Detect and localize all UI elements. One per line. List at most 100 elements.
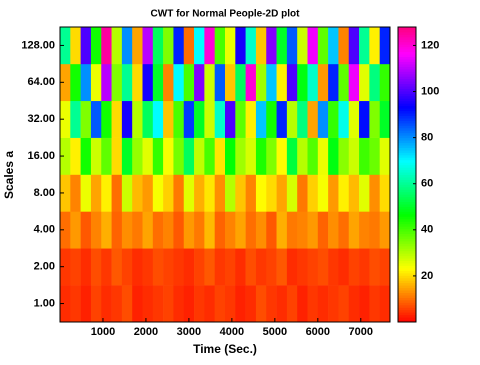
heatmap-cell <box>379 174 391 212</box>
heatmap-cell <box>297 27 308 65</box>
colorbar-segment <box>398 243 416 247</box>
heatmap-cell <box>121 100 133 138</box>
heatmap-cell <box>297 248 308 286</box>
heatmap-cell <box>214 248 226 286</box>
heatmap-cell <box>60 137 71 175</box>
colorbar-segment <box>398 135 416 139</box>
colorbar-segment <box>398 228 416 232</box>
heatmap-cell <box>194 100 205 138</box>
heatmap-cell <box>60 100 71 138</box>
colorbar-segment <box>398 307 416 311</box>
heatmap-cell <box>286 100 298 138</box>
colorbar-segment <box>398 169 416 173</box>
colorbar-segment <box>398 149 416 153</box>
heatmap-cell <box>235 248 246 286</box>
heatmap-cell <box>379 211 391 249</box>
heatmap-cell <box>121 174 133 212</box>
colorbar-segment <box>398 46 416 50</box>
heatmap-cell <box>70 285 81 323</box>
colorbar-segment <box>398 280 416 284</box>
heatmap-cell <box>245 100 257 138</box>
colorbar-segment <box>398 312 416 316</box>
colorbar-segment <box>398 194 416 198</box>
heatmap-cell <box>173 27 185 65</box>
heatmap-cell <box>359 174 370 212</box>
heatmap-cell <box>142 100 154 138</box>
heatmap-cell <box>70 248 81 286</box>
heatmap-cell <box>255 211 267 249</box>
heatmap-cell <box>276 137 288 175</box>
colorbar-segment <box>398 49 416 53</box>
colorbar-segment <box>398 167 416 171</box>
heatmap-cell <box>60 27 71 65</box>
heatmap-cell <box>152 174 164 212</box>
x-tick-label: 1000 <box>91 326 115 338</box>
heatmap-cell <box>90 27 102 65</box>
heatmap-cell <box>90 63 102 102</box>
colorbar-segment <box>398 100 416 104</box>
heatmap-cell <box>225 27 236 65</box>
colorbar-segment <box>398 41 416 45</box>
heatmap-cell <box>70 211 81 249</box>
heatmap-cell <box>183 63 195 102</box>
colorbar-segment <box>398 76 416 80</box>
heatmap-cell <box>60 63 71 102</box>
heatmap-cell <box>307 63 319 102</box>
heatmap-cell <box>80 174 92 212</box>
colorbar-segment <box>398 125 416 129</box>
heatmap-cell <box>276 27 288 65</box>
colorbar-segment <box>398 137 416 141</box>
colorbar-segment <box>398 184 416 188</box>
colorbar-segment <box>398 255 416 259</box>
heatmap-cell <box>266 285 277 323</box>
heatmap-cell <box>359 100 370 138</box>
heatmap-cell <box>348 248 360 286</box>
colorbar-segment <box>398 253 416 257</box>
heatmap-cell <box>173 100 185 138</box>
colorbar-segment <box>398 238 416 242</box>
heatmap-cell <box>235 211 246 249</box>
heatmap-cell <box>194 285 205 323</box>
heatmap-cell <box>317 63 329 102</box>
heatmap-cell <box>245 211 257 249</box>
heatmap-cell <box>194 137 205 175</box>
heatmap-cell <box>152 211 164 249</box>
colorbar-segment <box>398 145 416 148</box>
heatmap-cell <box>111 100 123 138</box>
colorbar-segment <box>398 196 416 200</box>
heatmap-cell <box>379 248 391 286</box>
heatmap-cell <box>214 63 226 102</box>
heatmap-cell <box>101 285 112 323</box>
heatmap-cell <box>183 100 195 138</box>
x-tick-label: 3000 <box>177 326 201 338</box>
heatmap-cell <box>348 211 360 249</box>
heatmap-cell <box>173 63 185 102</box>
heatmap-cell <box>111 137 123 175</box>
heatmap-cell <box>317 211 329 249</box>
heatmap-cell <box>379 137 391 175</box>
colorbar-segment <box>398 140 416 144</box>
heatmap-cell <box>338 174 350 212</box>
colorbar-segment <box>398 159 416 163</box>
heatmap-cell <box>142 174 154 212</box>
heatmap-cell <box>307 285 319 323</box>
heatmap-cell <box>173 285 185 323</box>
plot-frame <box>59 26 391 323</box>
colorbar-segment <box>398 218 416 222</box>
heatmap-cell <box>101 63 112 102</box>
heatmap-cell <box>348 63 360 102</box>
heatmap-cell <box>297 174 308 212</box>
heatmap-cell <box>348 137 360 175</box>
heatmap-cell <box>255 27 267 65</box>
colorbar-segment <box>398 56 416 60</box>
heatmap-cell <box>214 211 226 249</box>
y-tick-label: 8.00 <box>34 187 55 199</box>
heatmap-cell <box>183 137 195 175</box>
colorbar-segment <box>398 71 416 75</box>
heatmap-cell <box>70 174 81 212</box>
colorbar-segment <box>398 204 416 207</box>
y-tick-label: 64.00 <box>27 76 55 88</box>
colorbar-segment <box>398 93 416 97</box>
heatmap-cell <box>276 211 288 249</box>
